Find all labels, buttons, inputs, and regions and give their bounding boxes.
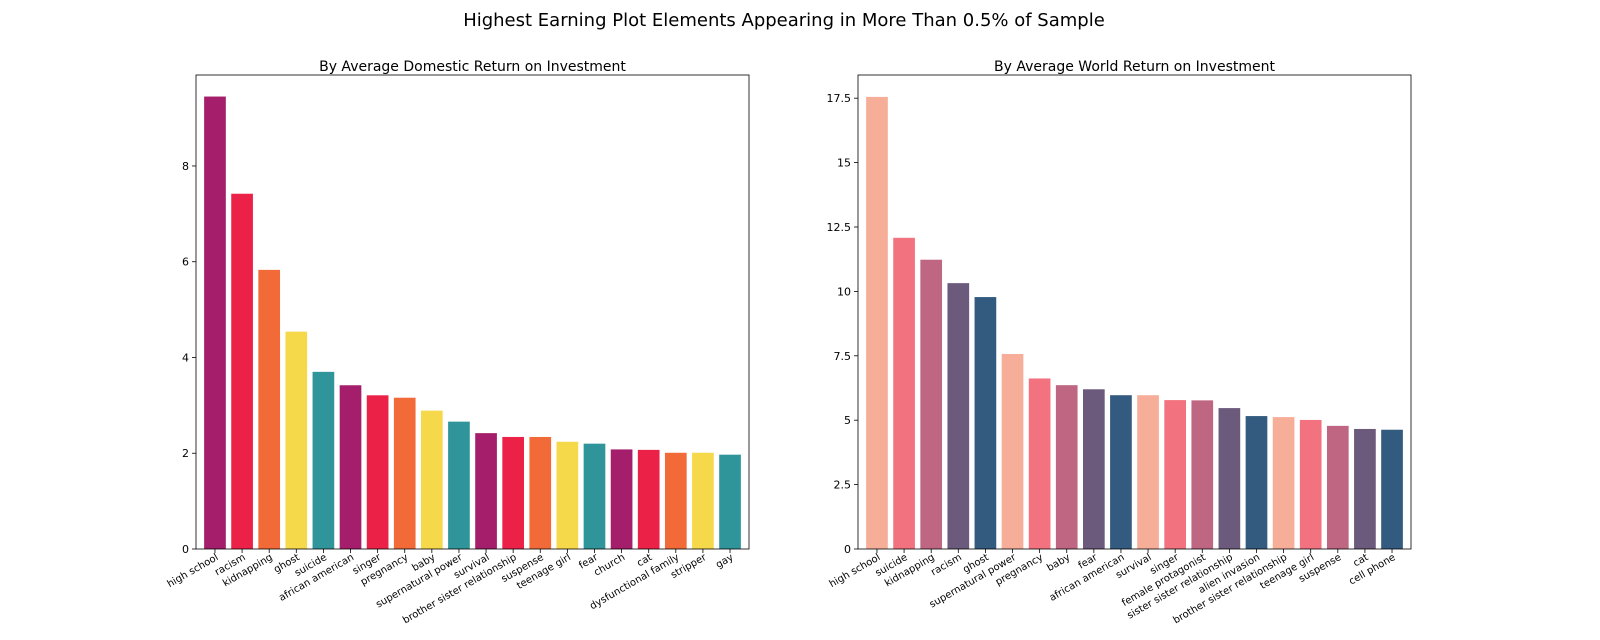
world-bar-4 [974,297,997,549]
world-ytick-label: 0 [844,543,851,556]
world-ytick-label: 17.5 [827,92,852,105]
world-bar-3 [947,283,970,549]
domestic-ytick-label: 4 [182,351,189,364]
world-roi-chart: By Average World Return on Investment 0 2.… [827,59,1412,626]
domestic-xtick-label: high school [166,552,221,590]
domestic-bar-2 [258,269,281,549]
domestic-roi-chart: By Average Domestic Return on Investment… [166,59,750,626]
world-bar-16 [1299,419,1322,549]
domestic-bar-0 [204,96,226,549]
domestic-bar-4 [312,371,335,549]
domestic-xtick-label: church [592,552,627,578]
domestic-xtick-label: gay [714,552,736,571]
domestic-bar-13 [556,441,579,549]
world-ytick-label: 2.5 [834,479,852,492]
domestic-chart-title: By Average Domestic Return on Investment [319,59,626,75]
world-ytick-label: 5 [844,414,851,427]
world-bar-8 [1082,389,1105,549]
domestic-bar-5 [339,385,362,549]
world-ytick-label: 7.5 [834,350,852,363]
world-ytick-label: 10 [837,285,851,298]
world-ytick-label: 15 [837,157,851,170]
world-bar-13 [1218,408,1241,549]
domestic-xtick-label: dysfunctional family [588,552,681,612]
world-bar-7 [1055,385,1078,549]
world-xtick-label: racism [929,552,963,578]
world-bar-6 [1028,378,1051,549]
domestic-bar-1 [231,193,253,550]
world-bar-14 [1245,416,1268,549]
world-axes-frame [857,74,1412,550]
domestic-ytick-label: 2 [182,447,189,460]
world-bar-2 [920,259,943,549]
domestic-bar-10 [475,433,497,549]
world-xtick-label: baby [1045,552,1072,574]
domestic-bar-17 [664,452,687,549]
world-bar-18 [1354,428,1376,549]
domestic-bar-11 [502,436,525,549]
world-ytick-label: 12.5 [827,221,852,234]
domestic-bar-14 [583,443,606,549]
domestic-bar-16 [637,449,660,549]
domestic-bar-18 [692,452,714,549]
world-bar-12 [1191,400,1214,549]
world-chart-title: By Average World Return on Investment [994,59,1275,75]
world-bar-17 [1326,425,1349,549]
world-bar-1 [893,237,915,549]
domestic-ytick-label: 0 [182,543,189,556]
domestic-bar-9 [448,421,470,549]
domestic-bar-3 [285,331,308,549]
domestic-bar-8 [420,410,443,549]
domestic-bar-6 [366,395,389,549]
world-bar-10 [1137,395,1159,549]
domestic-ytick-label: 6 [182,256,189,269]
figure-title: Highest Earning Plot Elements Appearing … [463,10,1105,31]
world-bar-19 [1381,429,1403,549]
domestic-bar-15 [610,449,633,549]
domestic-bar-12 [529,436,552,549]
world-bar-11 [1164,400,1187,549]
world-bar-15 [1272,417,1295,549]
world-bar-5 [1001,353,1024,549]
domestic-bar-7 [393,397,416,549]
domestic-ytick-label: 8 [182,160,189,173]
world-bar-0 [866,96,888,550]
domestic-axes-frame [195,74,750,550]
world-bar-9 [1110,395,1132,549]
domestic-bar-19 [719,454,741,549]
